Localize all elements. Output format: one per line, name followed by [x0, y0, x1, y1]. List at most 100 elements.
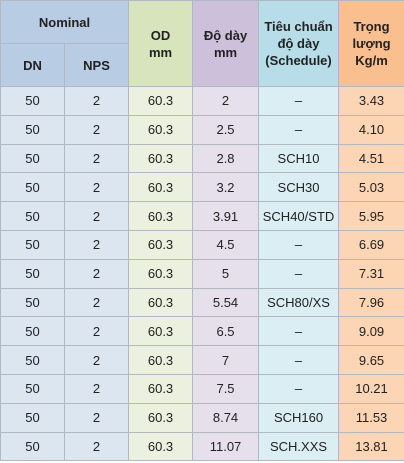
table-cell: 2 [63, 345, 130, 375]
table-cell: SCH40/STD [258, 201, 340, 231]
table-cell: 13.81 [338, 431, 404, 462]
table-cell: 50 [0, 143, 65, 174]
table-cell: 60.3 [128, 201, 194, 231]
table-cell: 50 [0, 345, 65, 375]
table-cell: 2.8 [192, 143, 260, 174]
table-cell: 60.3 [128, 345, 194, 375]
table-cell: 7.96 [338, 287, 404, 318]
table-cell: 11.07 [192, 431, 260, 462]
header-line: lượng [352, 36, 391, 51]
table-cell: 3.91 [192, 201, 260, 231]
header-cell: Độ dày mm [192, 0, 260, 87]
table-cell: 50 [0, 287, 65, 318]
table-row: 50 2 60.3 8.74 SCH160 11.53 [0, 402, 404, 433]
table-row: 50 2 60.3 6.5–9.09 [0, 316, 404, 347]
header-line: mm [213, 44, 238, 60]
table-cell: 3.43 [338, 86, 404, 116]
table-cell: 2 [192, 86, 260, 116]
table-cell: 2 [63, 258, 130, 289]
table-row: 50 2 60.3 3.2 SCH30 5.03 [0, 172, 404, 203]
table-row: 50 2 60.3 11.07 SCH.XXS 13.81 [0, 431, 404, 462]
table-cell: 60.3 [128, 114, 194, 145]
header-line: Trọng [353, 19, 390, 34]
table-cell: 50 [0, 373, 65, 404]
table-row: 50 2 60.3 2–3.43 [0, 86, 404, 116]
table-cell: 4.51 [338, 143, 404, 174]
table-body: 50 2 60.3 2–3.43 50 2 60.3 2.5–4.10 50 2 60.3 2.8 SC… [0, 86, 404, 462]
header-line: Tiêu chuẩn [264, 19, 333, 34]
table-row: 50 2 60.3 2.5–4.10 [0, 114, 404, 145]
table-cell: SCH10 [258, 143, 340, 174]
table-cell: 50 [0, 86, 65, 116]
table-cell: 2 [63, 373, 130, 404]
table-cell: 8.74 [192, 402, 260, 433]
header-cell: NPS [63, 43, 130, 87]
table-cell: 50 [0, 114, 65, 145]
table-cell: SCH30 [258, 172, 340, 203]
table-cell: 60.3 [128, 287, 194, 318]
table-cell: – [258, 258, 340, 289]
table-cell: 5.03 [338, 172, 404, 203]
table-row: 50 2 60.3 7–9.65 [0, 345, 404, 375]
header-line: mm [148, 44, 173, 60]
table-cell: 2 [63, 172, 130, 203]
header-line: Kg/m [355, 53, 388, 68]
table-cell: 7 [192, 345, 260, 375]
header-cell: DN [0, 43, 65, 87]
table-cell: 60.3 [128, 86, 194, 116]
table-cell: 6.5 [192, 316, 260, 347]
table-row: 50 2 60.3 5.54 SCH80/XS 7.96 [0, 287, 404, 318]
table-cell: – [258, 229, 340, 260]
table-cell: 11.53 [338, 402, 404, 433]
table-cell: 60.3 [128, 316, 194, 347]
table-cell: 4.5 [192, 229, 260, 260]
table-cell: 50 [0, 316, 65, 347]
table-cell: 9.65 [338, 345, 404, 375]
table-cell: 10.21 [338, 373, 404, 404]
table-cell: 60.3 [128, 143, 194, 174]
table-cell: 7.31 [338, 258, 404, 289]
table-cell: 50 [0, 201, 65, 231]
table-cell: 50 [0, 229, 65, 260]
table-row: 50 2 60.3 7.5–10.21 [0, 373, 404, 404]
table-cell: 2 [63, 114, 130, 145]
table-cell: 4.10 [338, 114, 404, 145]
table-cell: 60.3 [128, 373, 194, 404]
table-cell: 2.5 [192, 114, 260, 145]
table-cell: 2 [63, 402, 130, 433]
header-cell: Trọng lượng Kg/m [338, 0, 404, 87]
header-cell: OD mm [128, 0, 194, 87]
header-line: (Schedule) [265, 53, 332, 68]
header-cell: Tiêu chuẩn độ dày (Schedule) [258, 0, 340, 87]
table-cell: 2 [63, 86, 130, 116]
table-cell: SCH80/XS [258, 287, 340, 318]
table-cell: 60.3 [128, 229, 194, 260]
table-row: 50 2 60.3 2.8 SCH10 4.51 [0, 143, 404, 174]
table-cell: 5 [192, 258, 260, 289]
table-cell: 60.3 [128, 172, 194, 203]
header-line: độ dày [277, 36, 320, 51]
table-cell: – [258, 86, 340, 116]
table-row: 50 2 60.3 4.5–6.69 [0, 229, 404, 260]
table-row: 50 2 60.3 5–7.31 [0, 258, 404, 289]
header-line: OD [150, 27, 171, 43]
table-cell: – [258, 345, 340, 375]
table-cell: 5.54 [192, 287, 260, 318]
table-cell: 50 [0, 258, 65, 289]
table-cell: 6.69 [338, 229, 404, 260]
table-cell: 2 [63, 229, 130, 260]
table-cell: 2 [63, 143, 130, 174]
table-cell: 2 [63, 201, 130, 231]
header-line: Độ dày [203, 27, 248, 43]
table-cell: 2 [63, 316, 130, 347]
table-cell: 50 [0, 431, 65, 462]
table-cell: 7.5 [192, 373, 260, 404]
table-cell: – [258, 114, 340, 145]
table-cell: 9.09 [338, 316, 404, 347]
table-row: 50 2 60.3 3.91 SCH40/STD 5.95 [0, 201, 404, 231]
table-cell: – [258, 316, 340, 347]
header-cell: Nominal [0, 0, 130, 44]
table-cell: 60.3 [128, 431, 194, 462]
